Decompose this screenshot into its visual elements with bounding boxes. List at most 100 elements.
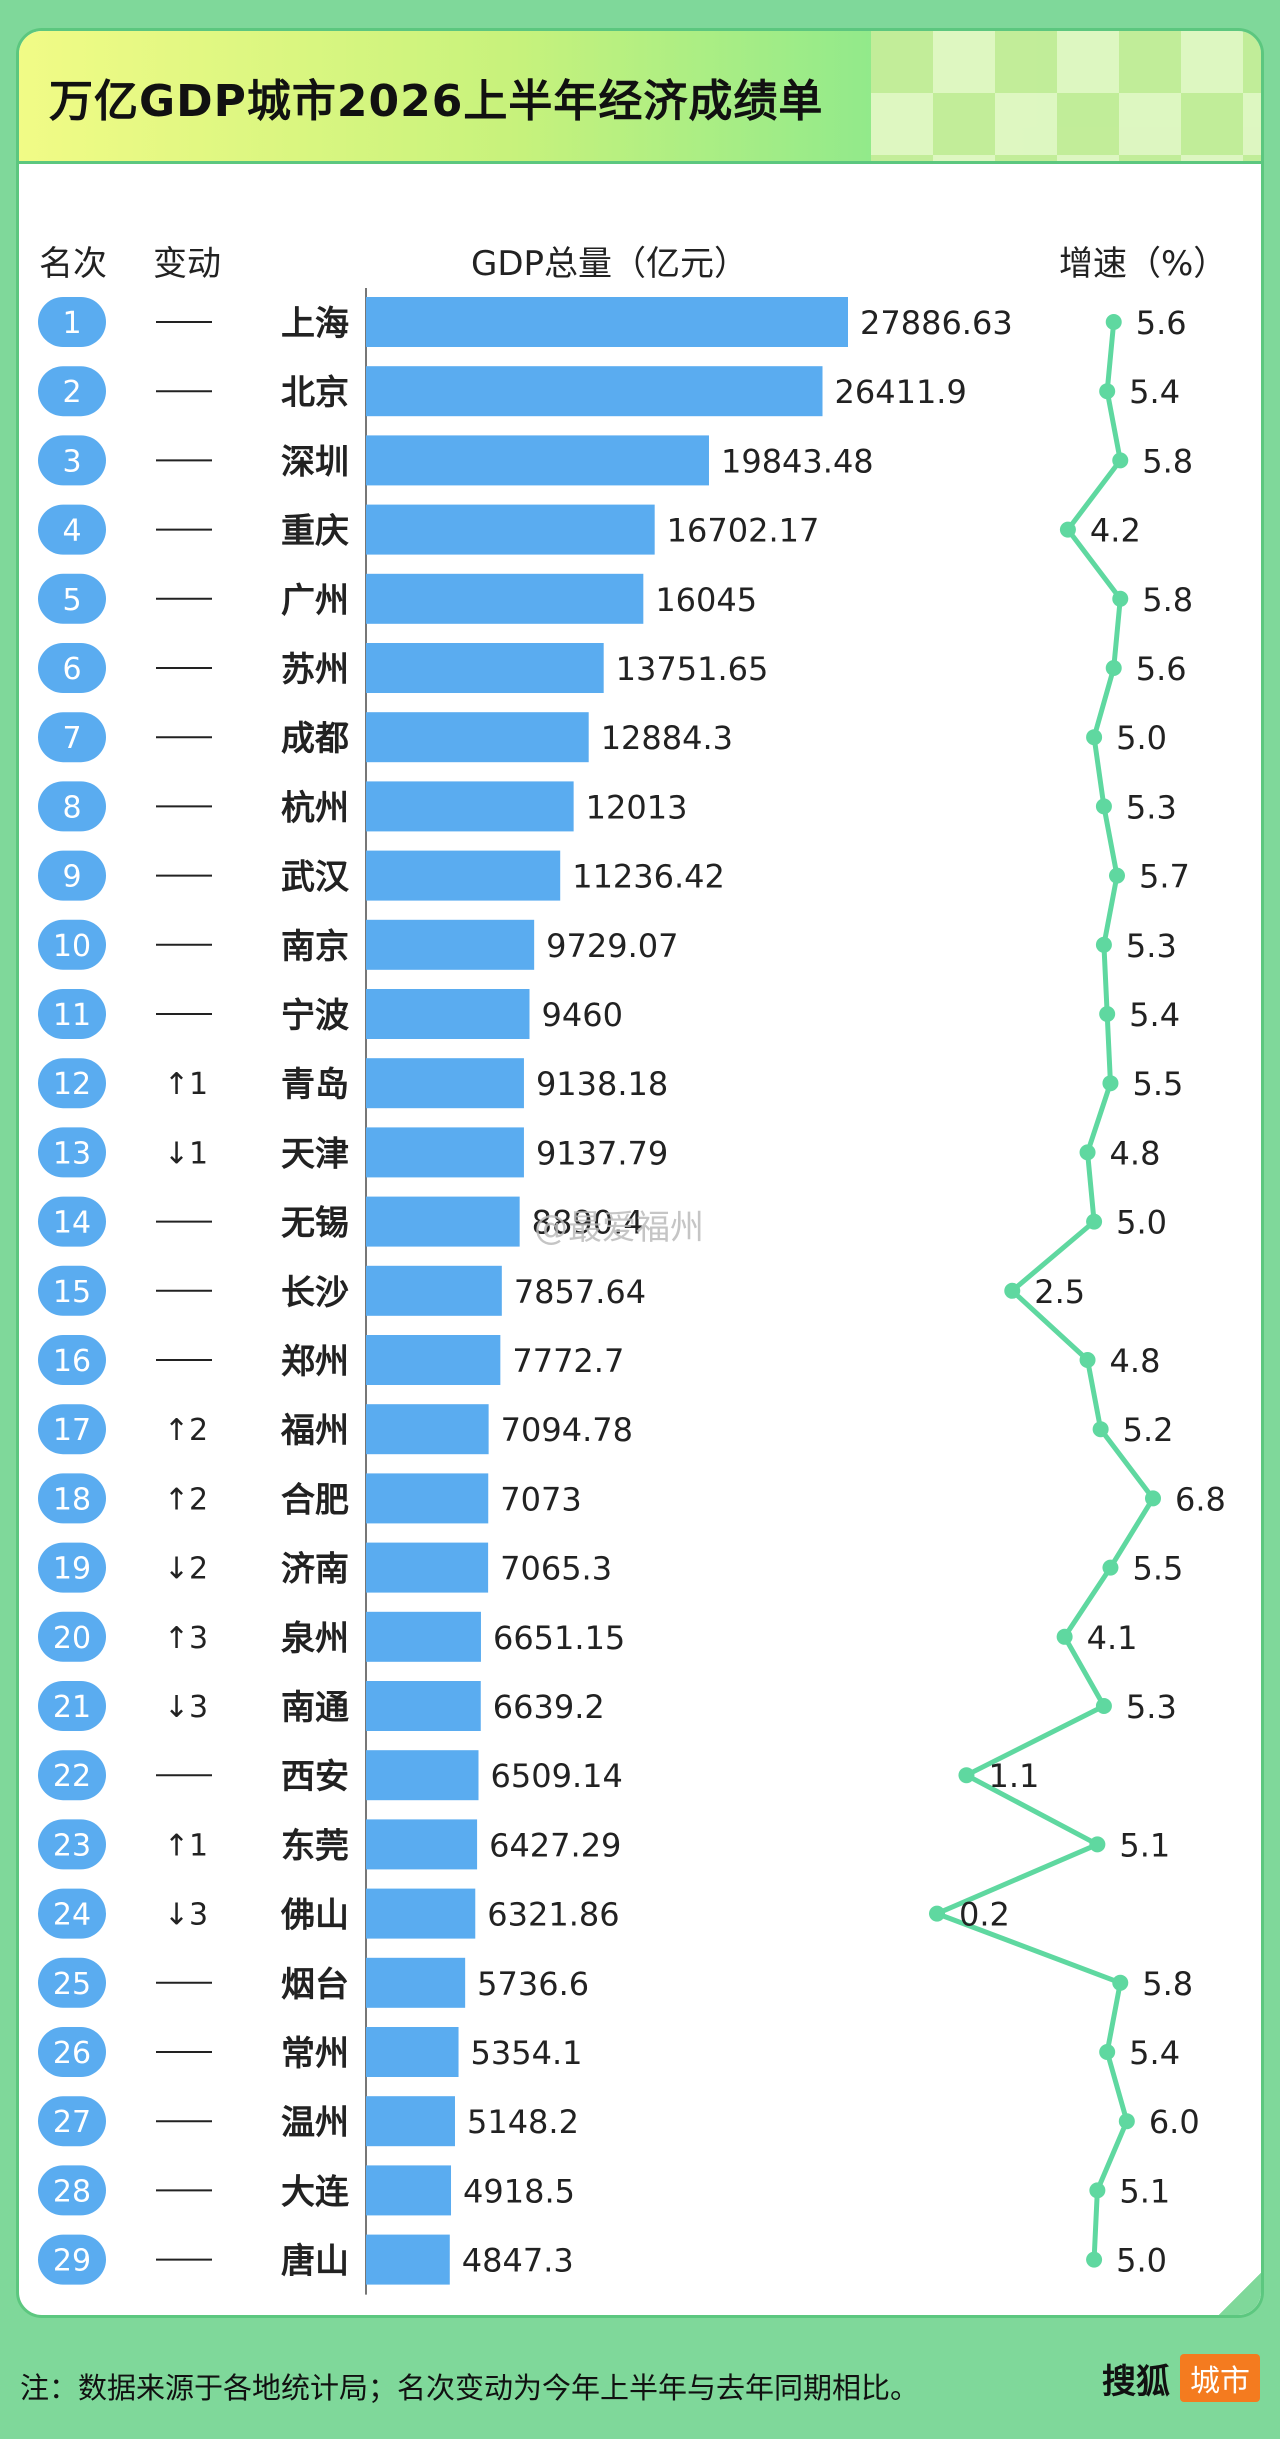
gdp-bar [366,781,574,832]
rank-label: 15 [53,1275,91,1310]
rank-label: 5 [62,583,81,618]
city-label: 东莞 [281,1826,349,1866]
growth-value-label: 4.1 [1087,1619,1138,1657]
gdp-value-label: 16702.17 [667,512,820,550]
rank-label: 16 [53,1344,91,1379]
gdp-value-label: 9137.79 [536,1134,668,1172]
gdp-bar [366,919,535,970]
rank-change: ↑1 [164,1067,208,1102]
rank-badge [38,1819,106,1870]
rank-badge [38,643,106,693]
rank-change: ↓3 [164,1690,208,1725]
rank-badge [38,2165,106,2216]
growth-value-label: 5.5 [1132,1550,1183,1588]
gdp-bar [366,366,823,417]
city-label: 成都 [281,719,349,759]
gdp-value-label: 27886.63 [860,304,1013,342]
rank-label: 10 [53,929,91,964]
gdp-value-label: 7857.64 [514,1273,646,1311]
rank-badge [38,1058,106,1109]
growth-point [1109,867,1125,884]
gdp-value-label: 9138.18 [536,1065,668,1103]
rank-change: ↓2 [164,1552,208,1587]
rank-badge [38,366,106,417]
city-label: 常州 [281,2034,349,2074]
growth-value-label: 5.6 [1136,304,1187,342]
gdp-value-label: 7073 [500,1480,581,1518]
rank-label: 4 [62,514,81,549]
title-banner: 万亿GDP城市2026上半年经济成绩单 [19,31,1261,164]
rank-badge [38,989,106,1039]
rank-label: 6 [62,652,81,687]
gdp-value-label: 4847.3 [462,2242,574,2280]
growth-value-label: 1.1 [988,1757,1039,1795]
rank-badge [38,1127,106,1178]
rank-label: 3 [62,444,81,479]
growth-value-label: 5.3 [1126,927,1177,965]
city-label: 武汉 [281,858,350,898]
growth-value-label: 0.2 [959,1896,1010,1934]
gdp-bar [366,989,530,1039]
growth-value-label: 6.8 [1175,1480,1226,1518]
rank-label: 27 [53,2105,91,2140]
city-label: 重庆 [281,512,349,552]
city-label: 杭州 [281,788,349,828]
rank-label: 24 [53,1898,91,1933]
city-label: 广州 [281,581,349,621]
city-label: 苏州 [281,650,349,690]
city-label: 泉州 [281,1619,349,1659]
gdp-bar [366,1611,481,1662]
growth-value-label: 5.0 [1116,1204,1167,1242]
growth-point [1004,1282,1021,1299]
checker-decoration [871,31,1261,161]
city-label: 西安 [281,1757,349,1797]
rank-badge [38,1888,106,1939]
brand-logo: 搜狐 城市 [1102,2354,1260,2402]
growth-point [1099,383,1116,400]
growth-point [1089,2182,1106,2199]
gdp-bar [366,504,655,555]
city-label: 郑州 [281,1342,349,1382]
city-label: 烟台 [281,1965,349,2005]
growth-point [929,1905,945,1922]
rank-badge [38,1404,106,1455]
rank-label: 8 [62,790,81,825]
growth-value-label: 5.4 [1129,373,1180,411]
gdp-bar [366,1542,489,1593]
rank-badge [38,297,106,347]
gdp-value-label: 5354.1 [471,2034,583,2072]
rank-badge [38,435,106,486]
gdp-value-label: 11236.42 [572,858,725,896]
growth-point [1059,521,1076,538]
gdp-bar [366,1888,476,1939]
city-label: 济南 [281,1550,349,1590]
growth-point [1102,1075,1119,1092]
gdp-bar [366,1957,466,2008]
growth-value-label: 5.4 [1129,996,1180,1034]
brand-tag: 城市 [1180,2354,1260,2402]
rank-label: 9 [62,860,81,895]
rank-badge [38,1265,106,1316]
growth-value-label: 5.0 [1116,719,1167,757]
rank-badge [38,2027,106,2077]
growth-point [1112,590,1129,607]
rank-label: 1 [62,306,81,341]
gdp-bar [366,1265,502,1316]
growth-value-label: 5.3 [1126,1688,1177,1726]
rank-change: ↓1 [164,1136,208,1171]
rank-badge [38,919,106,970]
gdp-value-label: 7065.3 [500,1550,612,1588]
growth-point [1092,1421,1109,1438]
rank-label: 20 [53,1621,91,1656]
growth-value-label: 5.6 [1136,650,1187,688]
growth-point [1079,1352,1096,1368]
city-label: 佛山 [280,1896,349,1936]
gdp-value-label: 4918.5 [463,2172,575,2210]
rank-label: 11 [53,998,91,1033]
growth-point [1118,2113,1135,2130]
gdp-value-label: 7094.78 [501,1411,633,1449]
rank-label: 21 [53,1690,91,1725]
growth-point [1112,452,1129,469]
gdp-chart-svg: 1 上海 27886.63 2 北京 26411.9 3 深圳 19843.48 4 重庆 16702… [38,288,1226,2295]
rank-badge [38,1681,106,1731]
